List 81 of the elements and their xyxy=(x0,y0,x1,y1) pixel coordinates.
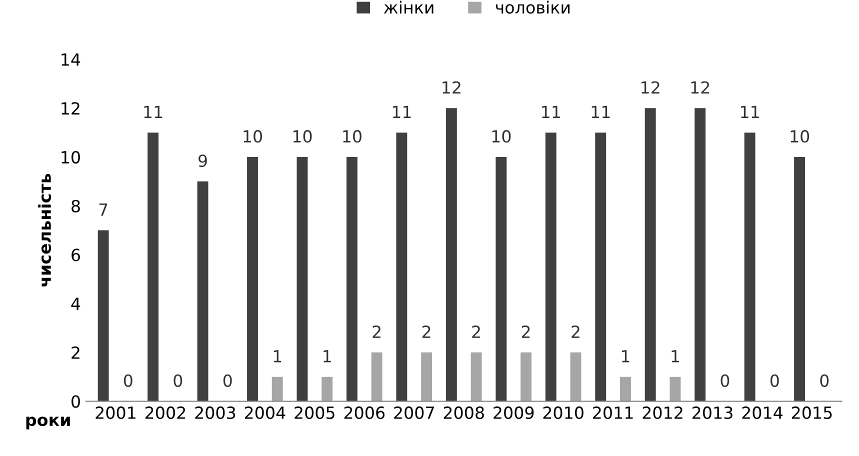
data-label: 11 xyxy=(741,106,759,118)
x-tick-label: 2013 xyxy=(692,406,732,420)
data-label: 1 xyxy=(672,350,679,362)
bar xyxy=(371,352,382,402)
data-label: 12 xyxy=(642,81,660,94)
bar xyxy=(496,156,507,402)
data-label: 0 xyxy=(124,374,132,387)
data-label: 10 xyxy=(343,130,362,143)
bar xyxy=(98,230,109,402)
data-label: 1 xyxy=(324,350,331,362)
bar xyxy=(346,156,358,402)
data-label: 12 xyxy=(691,81,710,94)
y-tick-label: 8 xyxy=(72,200,80,212)
data-label: 0 xyxy=(720,374,730,387)
data-label: 1 xyxy=(622,350,630,362)
data-label: 10 xyxy=(790,130,810,143)
data-label: 0 xyxy=(174,374,182,387)
y-axis-title: чисельність xyxy=(38,174,52,286)
data-label: 1 xyxy=(274,350,282,362)
data-label: 2 xyxy=(572,325,580,338)
data-label: 9 xyxy=(198,154,207,168)
data-label: 11 xyxy=(592,106,610,118)
data-label: 0 xyxy=(223,374,232,387)
data-label: 2 xyxy=(472,325,480,338)
x-tick-label: 2002 xyxy=(145,406,186,420)
bar xyxy=(794,156,806,402)
bar xyxy=(148,132,159,402)
bar xyxy=(296,156,308,402)
x-tick-label: 2012 xyxy=(642,406,682,420)
x-tick-label: 2009 xyxy=(494,406,534,420)
x-tick-label: 2015 xyxy=(792,406,832,420)
data-label: 10 xyxy=(492,130,511,143)
legend-label: жінки xyxy=(384,0,434,14)
bar xyxy=(694,108,706,402)
data-label: 11 xyxy=(144,106,162,118)
x-tick-label: 2003 xyxy=(195,406,236,420)
data-label: 10 xyxy=(244,130,262,143)
x-tick-label: 2005 xyxy=(294,406,334,420)
y-tick-label: 14 xyxy=(62,53,80,66)
bar xyxy=(744,132,756,402)
x-tick-label: 2014 xyxy=(742,406,783,420)
data-label: 2 xyxy=(422,325,430,338)
x-axis-title: роки xyxy=(26,416,70,430)
y-tick-label: 0 xyxy=(72,395,80,408)
x-tick-label: 2004 xyxy=(244,406,286,420)
y-tick-label: 4 xyxy=(71,298,80,310)
bar xyxy=(520,352,532,402)
x-tick-label: 2006 xyxy=(344,406,385,420)
legend-label: чоловіки xyxy=(496,0,570,14)
data-label: 11 xyxy=(392,106,411,118)
bar xyxy=(670,376,681,402)
data-label: 2 xyxy=(372,325,380,338)
bar xyxy=(644,108,656,402)
data-label: 0 xyxy=(820,374,829,387)
data-label: 12 xyxy=(442,81,460,94)
bar xyxy=(322,376,333,402)
y-tick-label: 6 xyxy=(72,248,80,262)
y-tick-label: 12 xyxy=(62,102,80,114)
data-label: 0 xyxy=(770,374,779,387)
bar xyxy=(272,376,283,402)
x-tick-label: 2007 xyxy=(394,406,434,420)
bar xyxy=(197,181,208,402)
bar xyxy=(545,132,556,402)
x-tick-label: 2010 xyxy=(543,406,584,420)
x-tick-label: 2008 xyxy=(444,406,484,420)
data-label: 10 xyxy=(293,130,312,143)
x-tick-label: 2001 xyxy=(96,406,136,420)
bar xyxy=(396,132,408,402)
bar xyxy=(620,376,631,402)
bar xyxy=(595,132,606,402)
bar xyxy=(446,108,457,402)
x-tick-label: 2011 xyxy=(593,406,633,420)
data-label: 2 xyxy=(522,325,530,338)
bar xyxy=(570,352,582,402)
data-label: 7 xyxy=(99,204,108,216)
bar xyxy=(247,156,258,402)
y-tick-label: 2 xyxy=(72,346,80,359)
y-tick-label: 10 xyxy=(62,150,80,164)
data-label: 11 xyxy=(542,106,560,118)
bar xyxy=(421,352,432,402)
bar xyxy=(470,352,482,402)
